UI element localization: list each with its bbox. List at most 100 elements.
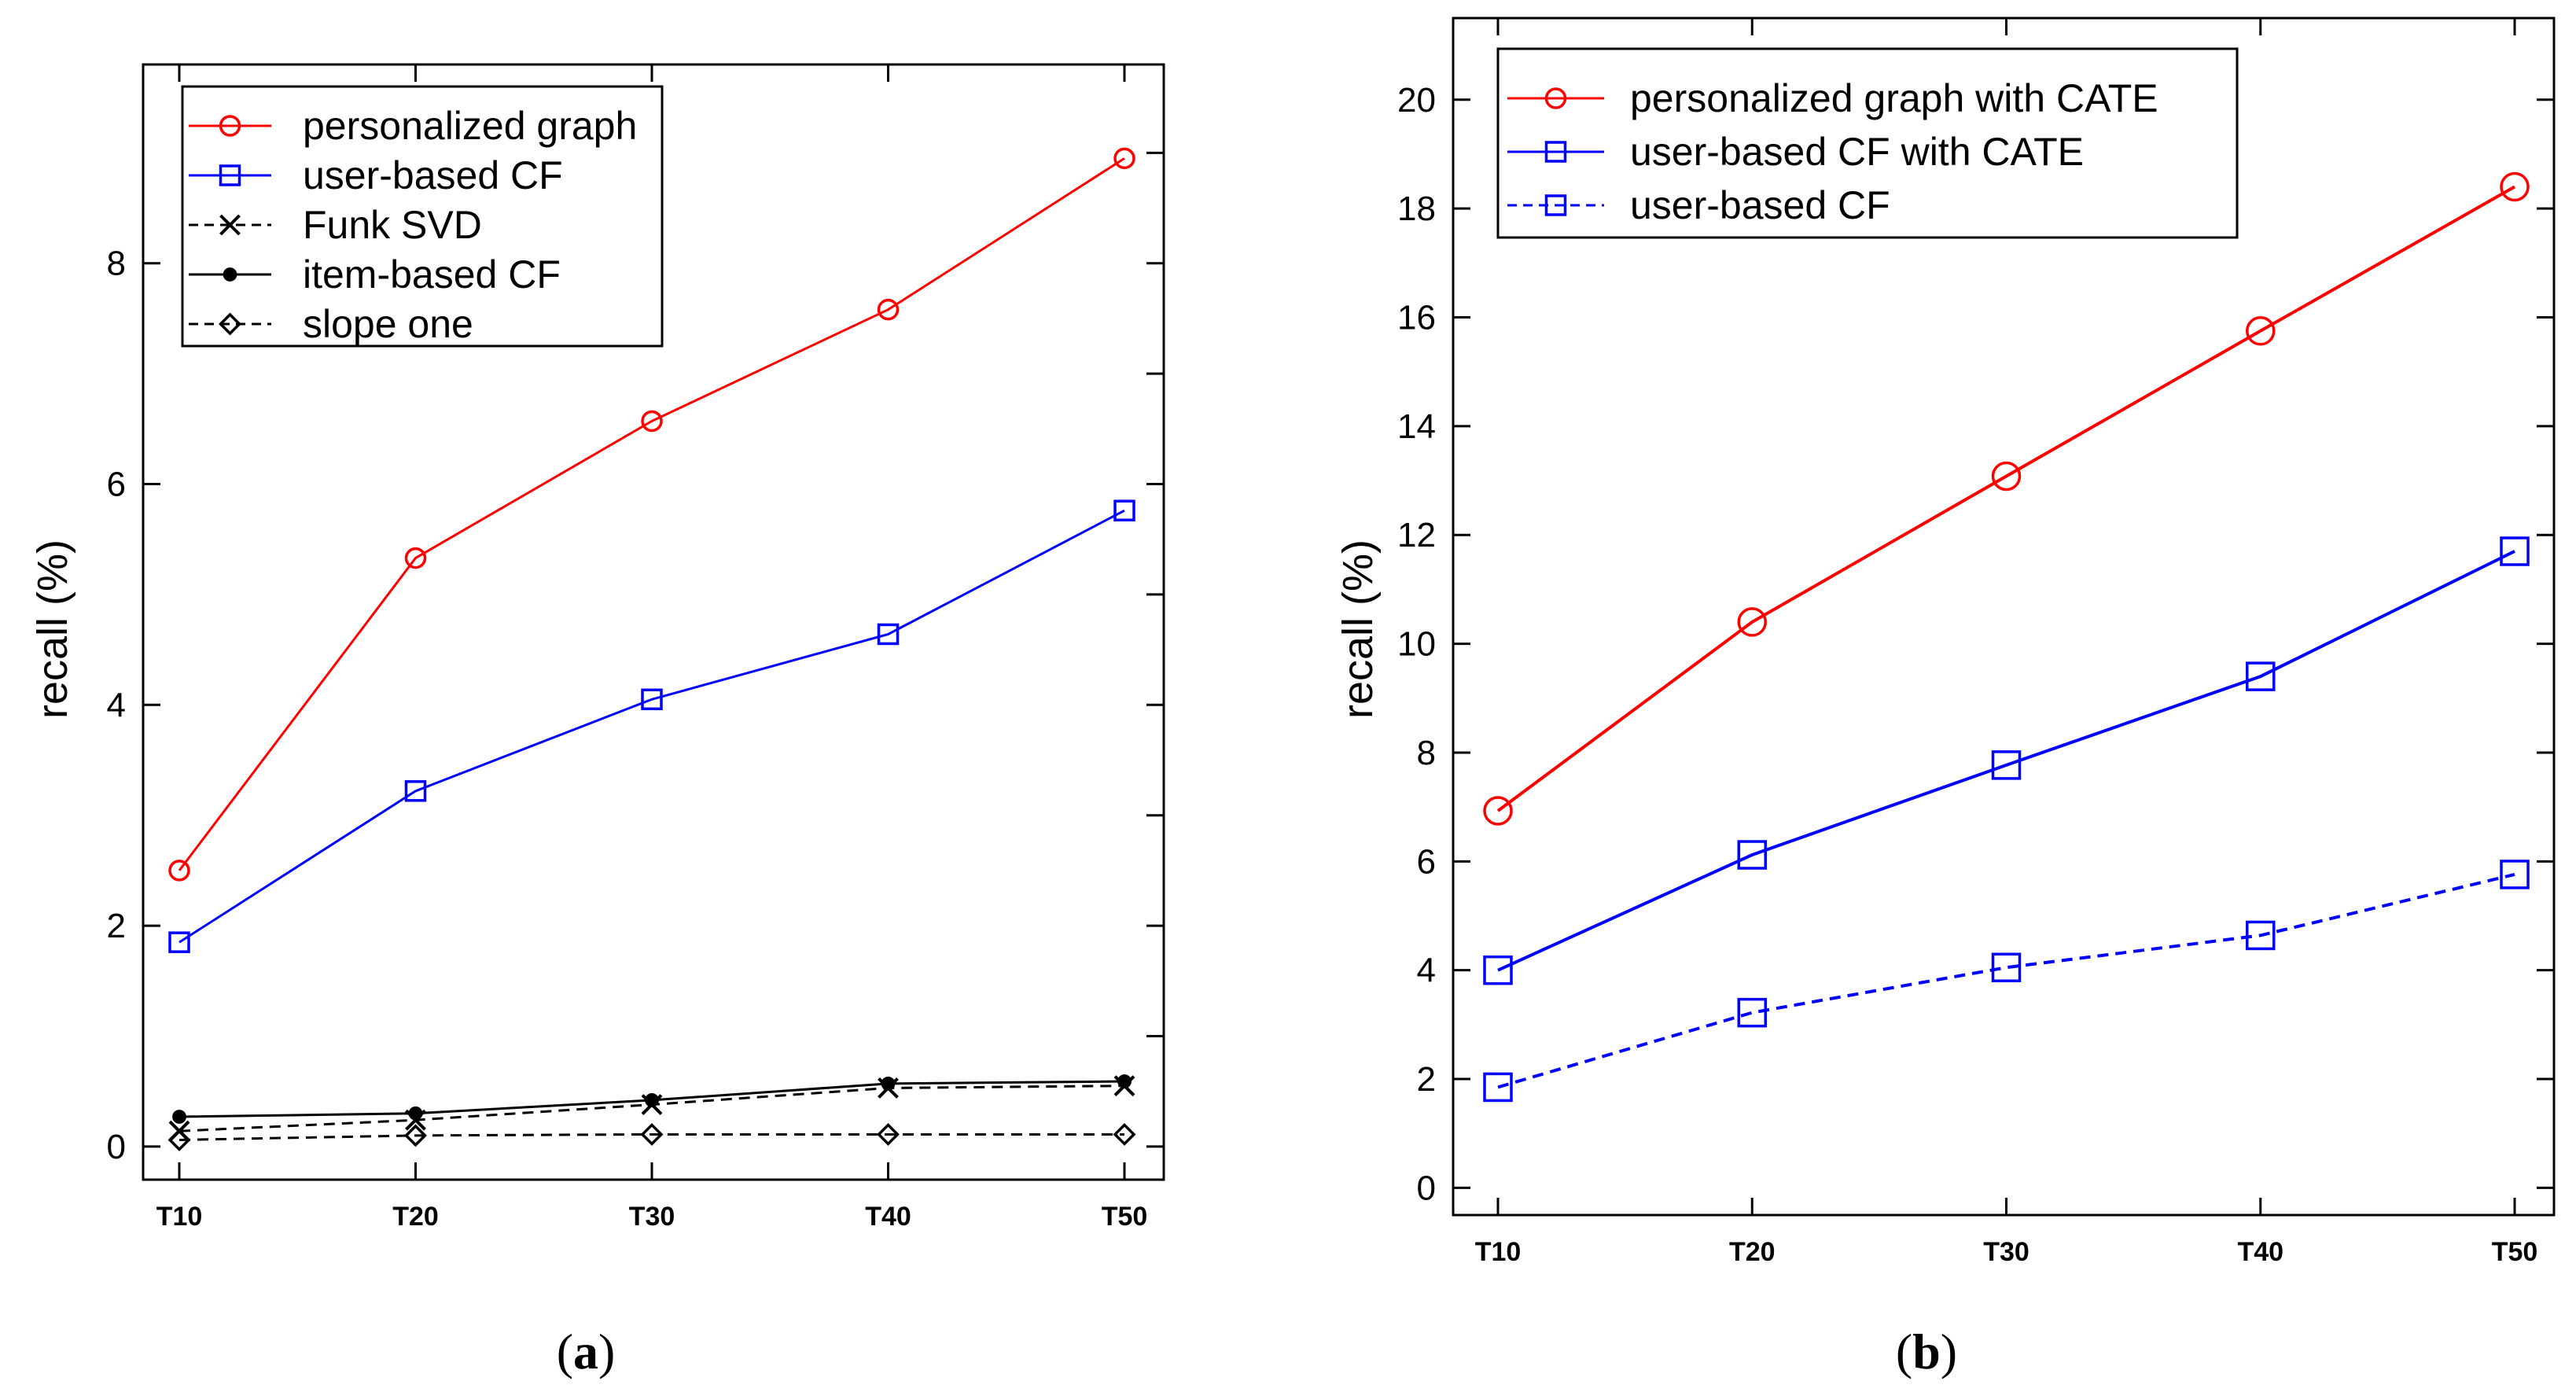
legend-label: Funk SVD bbox=[303, 203, 482, 247]
data-point bbox=[645, 1093, 659, 1107]
legend-marker bbox=[223, 267, 237, 282]
data-point bbox=[2500, 860, 2530, 889]
series-line bbox=[178, 1132, 1124, 1141]
data-point bbox=[1737, 997, 1767, 1028]
data-point bbox=[641, 410, 663, 433]
legend-marker bbox=[219, 312, 241, 336]
x-tick-label: T40 bbox=[2237, 1237, 2283, 1267]
x-tick-label: T30 bbox=[1983, 1237, 2030, 1267]
y-tick-label: 0 bbox=[1417, 1169, 1436, 1207]
series-user-based-cf-with-cate bbox=[1483, 536, 2530, 985]
data-point bbox=[1991, 952, 2022, 982]
legend-label: personalized graph with CATE bbox=[1630, 76, 2158, 120]
data-point bbox=[1113, 499, 1135, 521]
data-point bbox=[168, 860, 190, 882]
y-tick-label: 6 bbox=[107, 466, 126, 504]
data-point bbox=[2246, 920, 2276, 951]
data-point bbox=[167, 1128, 191, 1151]
y-tick-label: 4 bbox=[107, 686, 126, 724]
x-tick-label: T50 bbox=[1102, 1202, 1148, 1232]
data-point bbox=[877, 298, 900, 321]
data-point bbox=[1737, 607, 1767, 637]
data-point bbox=[1117, 1074, 1132, 1088]
legend-box bbox=[181, 85, 664, 348]
data-point bbox=[1991, 461, 2022, 492]
series-line bbox=[1496, 185, 2515, 812]
y-tick-label: 2 bbox=[1417, 1060, 1436, 1099]
legend-label: user-based CF bbox=[303, 153, 563, 197]
data-point bbox=[1483, 955, 1513, 985]
x-tick-label: T20 bbox=[392, 1202, 439, 1232]
data-point bbox=[1737, 840, 1767, 870]
data-point bbox=[2246, 661, 2276, 691]
y-tick-label: 20 bbox=[1397, 81, 1436, 120]
series-personalized-graph-with-cate bbox=[1483, 171, 2530, 826]
x-tick-label: T20 bbox=[1729, 1237, 1776, 1267]
legend-marker bbox=[1544, 141, 1567, 163]
data-point bbox=[404, 547, 427, 569]
y-tick-label: 8 bbox=[107, 245, 126, 283]
y-tick-label: 10 bbox=[1397, 625, 1436, 664]
panel-caption: (a) bbox=[557, 1324, 616, 1379]
series-line bbox=[178, 157, 1125, 871]
data-point bbox=[404, 780, 427, 802]
x-tick-label: T50 bbox=[2492, 1237, 2538, 1267]
y-tick-label: 6 bbox=[1417, 842, 1436, 881]
data-point bbox=[408, 1106, 423, 1121]
legend-marker bbox=[219, 115, 241, 137]
y-tick-label: 12 bbox=[1397, 516, 1436, 554]
legend-label: user-based CF with CATE bbox=[1630, 130, 2084, 174]
data-point bbox=[1991, 750, 2022, 780]
series-slope-one bbox=[167, 1122, 1136, 1151]
series-user-based-cf bbox=[168, 499, 1135, 953]
data-point bbox=[2246, 316, 2276, 346]
y-tick-label: 14 bbox=[1397, 407, 1436, 446]
data-point bbox=[881, 1076, 896, 1091]
data-point bbox=[404, 1124, 427, 1147]
series-item-based-cf bbox=[172, 1074, 1132, 1124]
caption-close: ) bbox=[1941, 1324, 1957, 1379]
y-tick-label: 4 bbox=[1417, 952, 1436, 990]
x-tick-label: T30 bbox=[629, 1202, 675, 1232]
legend: personalized graph with CATE user-based C… bbox=[1496, 47, 2239, 239]
y-tick-label: 18 bbox=[1397, 190, 1436, 228]
plot-frame bbox=[1452, 17, 2556, 1217]
y-tick-label: 16 bbox=[1397, 299, 1436, 337]
y-tick-label: 0 bbox=[107, 1128, 126, 1166]
x-tick-label: T40 bbox=[865, 1202, 911, 1232]
legend-marker bbox=[219, 164, 241, 186]
series-personalized-graph bbox=[168, 147, 1135, 882]
data-point bbox=[172, 1110, 186, 1124]
y-axis-label: recall (%) bbox=[1334, 539, 1382, 719]
chart-b: 0 2 4 6 8 10 12 14 16 18 20 T10 T20 T30 T40 T50 recall (… bbox=[1334, 17, 2556, 1379]
data-point bbox=[877, 1122, 900, 1146]
chart-a: 0 2 4 6 8 T10 T20 T30 T40 T50 recall (%) personaliz… bbox=[29, 63, 1165, 1379]
legend-label: personalized graph bbox=[303, 104, 637, 148]
data-point bbox=[2500, 171, 2530, 202]
legend: personalized graph user-based CF Funk SVD i… bbox=[181, 85, 664, 348]
legend-marker bbox=[219, 214, 241, 236]
data-point bbox=[1113, 147, 1135, 170]
legend-marker bbox=[1544, 87, 1567, 109]
legend-label: item-based CF bbox=[303, 252, 561, 296]
caption-open: ( bbox=[557, 1324, 573, 1379]
series-funk-svd bbox=[168, 1075, 1135, 1142]
x-tick-label: T10 bbox=[156, 1202, 203, 1232]
data-point bbox=[1483, 796, 1513, 826]
legend-label: user-based CF bbox=[1630, 183, 1890, 227]
y-tick-label: 2 bbox=[107, 907, 126, 945]
caption-letter: a bbox=[573, 1324, 598, 1379]
data-point bbox=[641, 688, 663, 711]
legend-marker bbox=[1544, 194, 1567, 216]
panel-caption: (b) bbox=[1896, 1324, 1957, 1379]
data-point bbox=[877, 623, 900, 646]
caption-open: ( bbox=[1896, 1324, 1912, 1379]
plot-frame bbox=[142, 63, 1165, 1181]
y-axis-label: recall (%) bbox=[29, 539, 76, 719]
y-tick-label: 8 bbox=[1417, 734, 1436, 772]
series-user-based-cf bbox=[1483, 860, 2530, 1103]
series-line bbox=[178, 509, 1125, 944]
series-line bbox=[1497, 550, 2515, 972]
caption-close: ) bbox=[598, 1324, 615, 1379]
